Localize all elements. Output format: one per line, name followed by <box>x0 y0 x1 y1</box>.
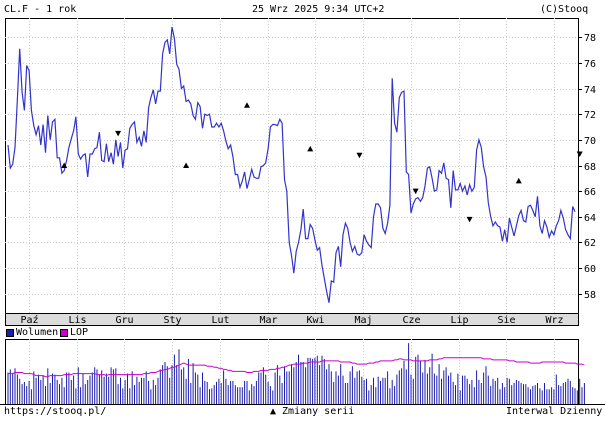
y-tick-label: 62 <box>584 238 596 249</box>
month-axis-band <box>5 313 579 326</box>
series-change-marker <box>115 130 122 137</box>
legend-volume-swatch <box>6 328 14 337</box>
y-tick-label: 64 <box>584 213 596 224</box>
month-label: Sty <box>163 315 181 326</box>
copyright: (C)Stooq <box>540 4 589 15</box>
series-change-marker <box>183 162 190 168</box>
month-label: Cze <box>402 315 420 326</box>
y-tick-label: 60 <box>584 264 596 275</box>
y-tick-label: 58 <box>584 290 596 301</box>
month-label: Kwi <box>306 315 324 326</box>
y-tick-label: 74 <box>584 85 596 96</box>
site-link[interactable]: https://stooq.pl/ <box>4 406 107 417</box>
y-tick-label: 66 <box>584 187 596 198</box>
y-tick-label: 78 <box>584 33 596 44</box>
interval-label: Interwal Dzienny <box>506 406 603 417</box>
series-change-marker <box>412 188 419 195</box>
series-change-marker <box>61 162 68 168</box>
series-change-marker <box>243 102 250 108</box>
price-plot-frame <box>5 18 579 314</box>
y-tick-label: 72 <box>584 110 596 121</box>
chart-datetime: 25 Wrz 2025 9:34 UTC+2 <box>252 4 385 15</box>
y-tick-label: 76 <box>584 59 596 70</box>
month-label: Gru <box>115 315 133 326</box>
month-label: Wrz <box>545 315 563 326</box>
series-change-marker <box>307 145 314 152</box>
series-change-marker <box>576 151 583 157</box>
legend-oi: LOP <box>60 327 88 338</box>
legend-oi-label: LOP <box>70 327 89 338</box>
month-label: Lut <box>211 315 229 326</box>
month-label: Lis <box>68 315 86 326</box>
month-label: Paź <box>20 314 38 326</box>
legend-volume-label: Wolumen <box>16 327 59 338</box>
chart-title: CL.F - 1 rok <box>4 4 77 15</box>
y-tick-label: 68 <box>584 162 596 173</box>
month-label: Maj <box>354 315 372 326</box>
series-change-marker <box>466 216 473 223</box>
legend-volume: Wolumen <box>6 327 58 338</box>
price-line <box>7 26 576 303</box>
oi-line <box>8 357 585 378</box>
month-label: Lip <box>450 315 468 326</box>
y-tick-label: 70 <box>584 136 596 147</box>
series-change-marker <box>356 152 363 159</box>
series-change-marker <box>515 177 522 184</box>
month-label: Mar <box>259 315 277 326</box>
month-label: Sie <box>497 315 515 326</box>
changes-legend: ▲ Zmiany serii <box>270 406 355 417</box>
legend-oi-swatch <box>60 328 68 337</box>
